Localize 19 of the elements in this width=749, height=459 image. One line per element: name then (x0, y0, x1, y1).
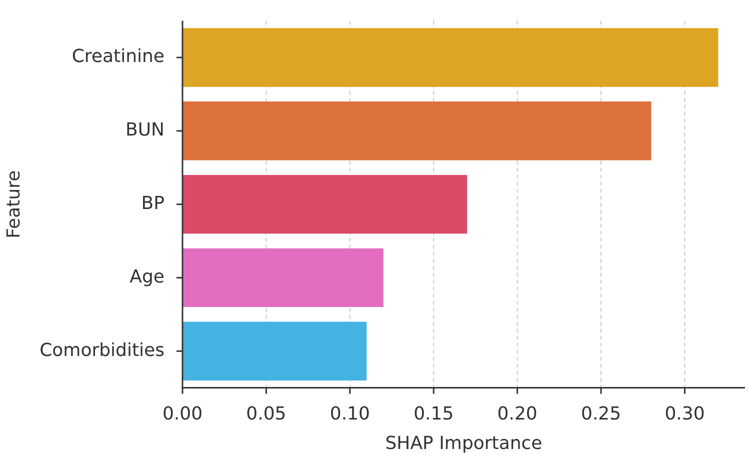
y-tick-label: BP (141, 192, 165, 214)
y-tick-label: BUN (125, 120, 164, 141)
x-tick-label: 0.15 (414, 403, 454, 424)
bar (182, 248, 384, 308)
x-axis-title: SHAP Importance (385, 432, 542, 454)
x-tick-label: 0.10 (330, 403, 370, 424)
x-tick-label: 0.00 (162, 403, 203, 424)
y-axis-title: Feature (3, 170, 24, 238)
bar (182, 102, 652, 160)
y-tick-label: Creatinine (72, 46, 164, 68)
x-tick-label: 0.20 (497, 403, 538, 424)
x-tick-label: 0.30 (664, 403, 705, 424)
y-tick-label: Age (130, 266, 164, 288)
bar (182, 322, 367, 380)
x-tick-label: 0.05 (246, 403, 286, 424)
bar (182, 28, 718, 87)
x-tick-label: 0.25 (580, 403, 622, 424)
y-tick-label: Comorbidities (40, 340, 164, 361)
bar (182, 174, 468, 234)
